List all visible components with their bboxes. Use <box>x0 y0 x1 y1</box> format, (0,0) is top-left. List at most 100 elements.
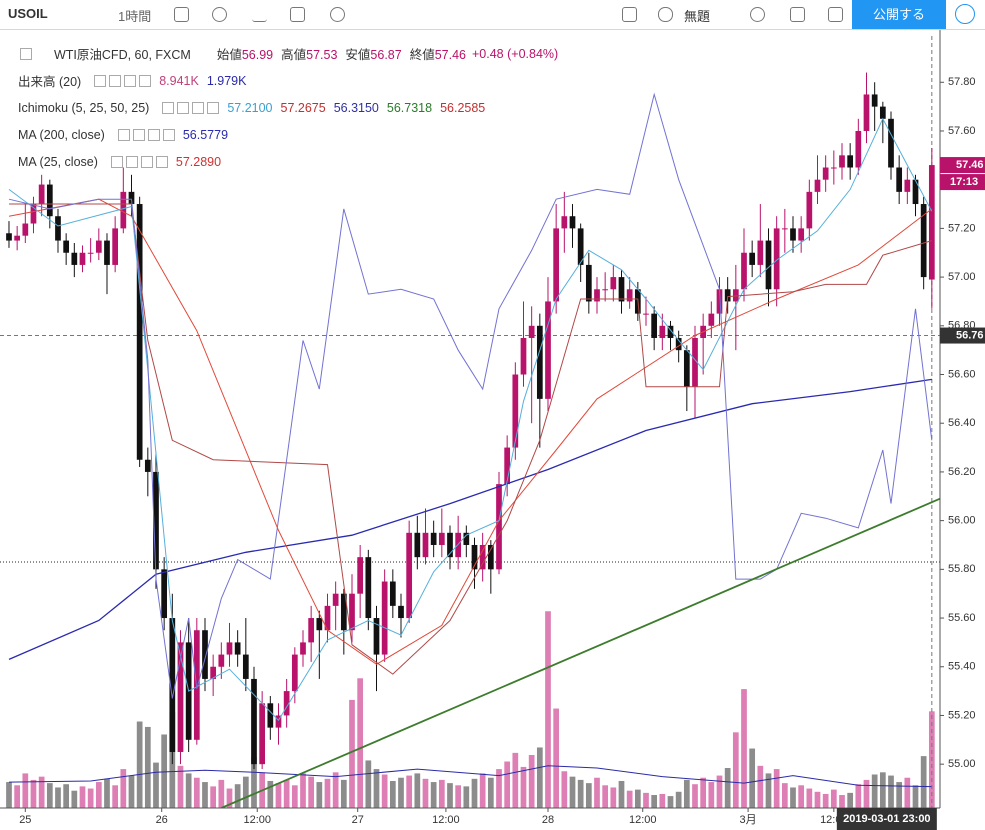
symbol[interactable]: USOIL <box>8 6 48 21</box>
volume-bar <box>536 747 543 808</box>
legend-field-value: 56.99 <box>241 48 274 62</box>
volume-bar <box>847 792 854 808</box>
candle-body <box>6 233 12 241</box>
volume-bar <box>479 773 486 808</box>
interval[interactable]: 1時間 <box>118 9 152 24</box>
compare-icon[interactable] <box>252 7 267 22</box>
candle-body <box>112 228 119 265</box>
x-tick-label: 25 <box>19 814 31 826</box>
indicator-line <box>8 198 933 665</box>
volume-bar <box>724 768 731 808</box>
candle-body <box>904 179 911 192</box>
settings-icon[interactable] <box>750 7 765 22</box>
template-icon[interactable] <box>290 7 305 22</box>
volume-bar <box>855 784 862 808</box>
indicator-icon[interactable] <box>212 7 227 22</box>
candle-body <box>667 325 674 338</box>
candle-body <box>414 532 421 558</box>
indicator-value: 56.3150 <box>333 100 379 115</box>
layout-name[interactable]: 無題 <box>684 9 711 24</box>
volume-bar <box>520 766 527 808</box>
expand-icon[interactable] <box>790 7 805 22</box>
candle-body <box>896 167 903 192</box>
candle-body <box>847 155 854 168</box>
candle-body <box>732 289 739 302</box>
volume-bar <box>667 796 674 808</box>
y-tick-label: 56.00 <box>948 515 976 527</box>
volume-bar <box>406 775 413 808</box>
volume-bar <box>512 752 519 808</box>
cloud-icon[interactable] <box>658 7 673 22</box>
volume-bar <box>471 778 478 808</box>
legend-field-value: 56.87 <box>370 48 402 62</box>
legend-field-label: 高値 <box>281 48 307 62</box>
fullscreen-box-icon[interactable] <box>622 7 637 22</box>
collapse-icon[interactable] <box>20 47 32 60</box>
candle-body <box>316 618 323 631</box>
y-tick-label: 55.80 <box>948 563 976 575</box>
volume-bar <box>6 782 12 808</box>
candle-body <box>226 642 233 655</box>
candle-body <box>765 240 772 290</box>
candle-body <box>871 94 878 107</box>
volume-bar <box>528 755 535 808</box>
candle-body <box>447 532 453 558</box>
legend-field-label: 終値 <box>409 48 435 62</box>
volume-bar <box>112 785 119 808</box>
alert-icon[interactable] <box>330 7 345 22</box>
y-tick-label: 57.20 <box>948 222 976 234</box>
legend-main: WTI原油CFD, 60, FXCM 始値56.99 高値57.53 安値56.87… <box>0 40 558 67</box>
candle-body <box>38 184 45 205</box>
volume-bar <box>398 777 404 808</box>
candle-body <box>438 532 445 545</box>
candle-body <box>340 593 347 631</box>
candle-body <box>463 532 470 545</box>
candle-body <box>651 313 658 338</box>
publish-button[interactable]: 公開する <box>852 0 946 29</box>
candle-body <box>234 642 241 655</box>
candle-body <box>822 167 829 180</box>
candle-body <box>218 654 225 667</box>
candle-body <box>920 204 927 278</box>
candle-body <box>324 605 331 631</box>
chart-style-icon[interactable] <box>174 7 189 22</box>
volume-bar <box>438 779 445 808</box>
volume-bar <box>161 734 168 808</box>
candle-body <box>496 484 502 570</box>
volume-bar <box>226 788 233 808</box>
volume-bar <box>700 777 707 808</box>
play-icon[interactable] <box>955 4 975 24</box>
snapshot-icon[interactable] <box>828 7 843 22</box>
volume-bar <box>561 771 568 808</box>
candle-body <box>528 325 535 338</box>
candle-body <box>357 557 364 594</box>
volume-bar <box>291 785 298 808</box>
volume-bar <box>422 778 429 808</box>
legend-field-label: 始値 <box>216 48 242 62</box>
indicator-icon <box>125 155 138 168</box>
volume-bar <box>463 786 470 808</box>
volume-bar <box>732 732 739 808</box>
last-price-box <box>940 157 985 174</box>
volume-bar <box>242 776 249 808</box>
candle-body <box>389 581 396 606</box>
indicator-icon <box>110 155 123 168</box>
candle-body <box>210 666 217 679</box>
volume-bar <box>912 785 919 808</box>
candle-body <box>888 118 894 168</box>
x-tick-label: 12:00 <box>432 814 460 826</box>
volume-bar <box>741 689 747 808</box>
indicator-icon <box>124 74 137 87</box>
volume-bar <box>14 785 21 808</box>
candle-body <box>242 654 249 679</box>
candle-body <box>30 204 37 224</box>
volume-bar <box>202 782 208 808</box>
candle-body <box>79 252 86 265</box>
indicator-row: MA (200, close) 56.5779 <box>0 121 558 148</box>
indicator-list: 出来高 (20) 8.941K 1.979K Ichimoku (5, 25, 50,… <box>0 67 558 175</box>
candle-body <box>863 94 870 131</box>
y-tick-label: 56.60 <box>948 368 976 380</box>
replay-icon[interactable] <box>370 7 385 22</box>
volume-bar <box>708 782 715 808</box>
volume-bar <box>340 779 347 808</box>
